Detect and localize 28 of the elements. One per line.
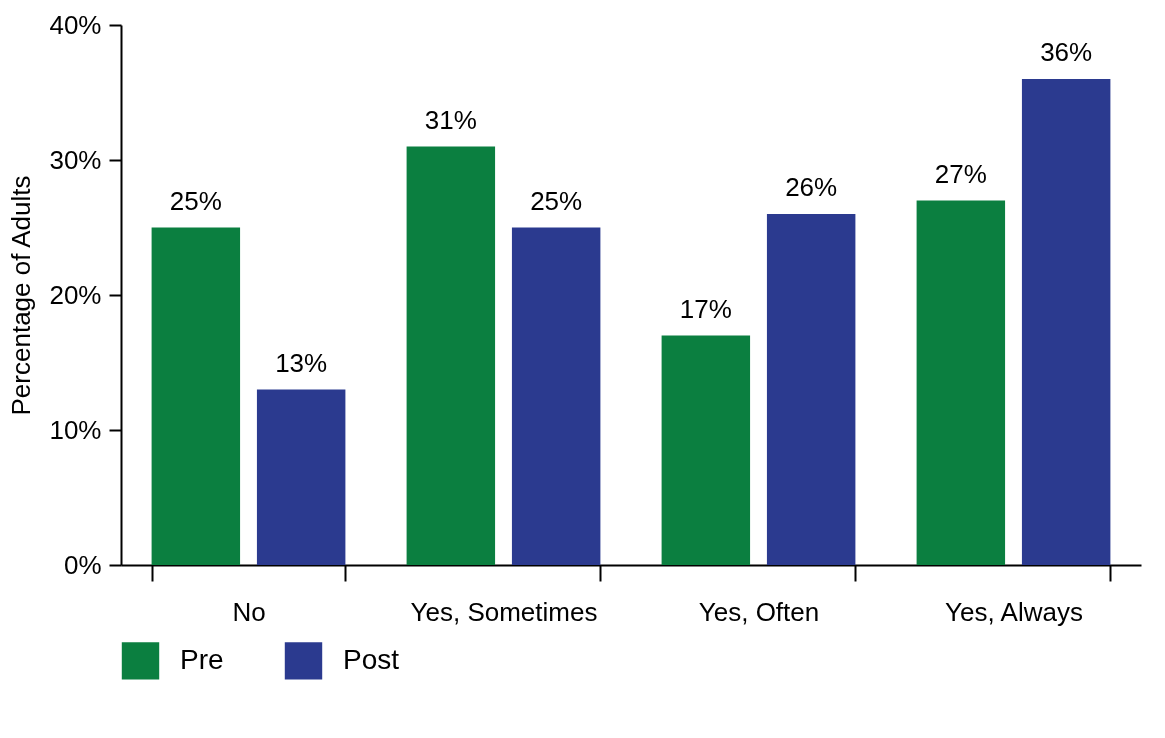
bar [916, 200, 1006, 565]
y-axis-title: Percentage of Adults [6, 175, 37, 416]
legend-label: Post [343, 643, 400, 675]
data-label: 27% [934, 158, 987, 189]
data-label: 25% [169, 185, 222, 216]
data-label: 36% [1040, 37, 1093, 67]
data-label: 25% [530, 185, 583, 216]
data-label: 26% [785, 172, 838, 202]
y-tick-label: 20% [49, 279, 102, 310]
bar [766, 214, 856, 565]
y-tick-label: 40% [49, 9, 102, 40]
x-tick-label: Yes, Sometimes [410, 596, 598, 627]
x-tick-label: No [232, 596, 266, 627]
bar [256, 389, 346, 565]
y-tick-label: 30% [49, 144, 102, 175]
y-tick-label: 0% [63, 549, 102, 580]
bar [151, 227, 241, 565]
data-label: 13% [275, 347, 328, 378]
data-label: 17% [679, 293, 732, 324]
bar [511, 227, 601, 565]
data-label: 31% [424, 104, 477, 135]
bar [661, 335, 751, 565]
x-tick-label: Yes, Always [945, 596, 1083, 627]
y-tick-label: 10% [49, 414, 102, 445]
bar [406, 146, 496, 565]
x-tick-label: Yes, Often [698, 596, 820, 627]
bar [1021, 79, 1111, 565]
legend-label: Pre [180, 643, 224, 675]
